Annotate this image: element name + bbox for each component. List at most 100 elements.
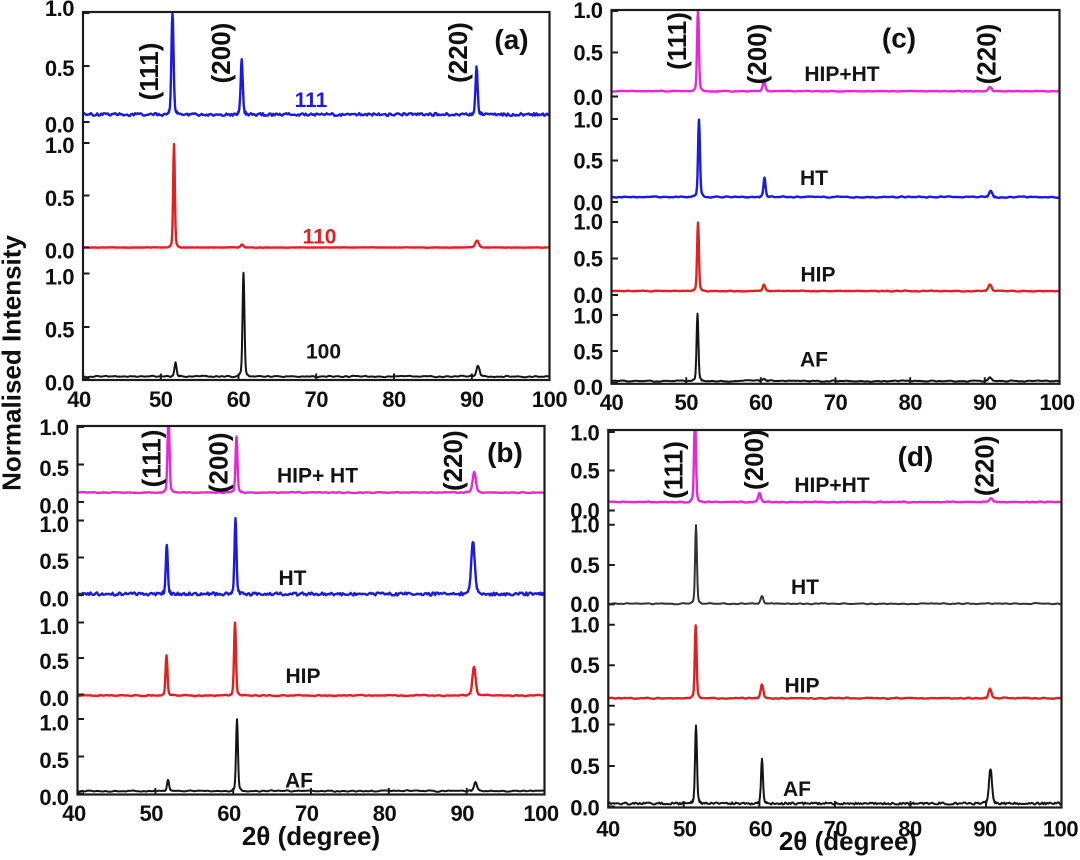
svg-text:(d): (d) [898, 441, 934, 472]
svg-text:2θ (degree): 2θ (degree) [779, 826, 917, 856]
svg-text:AF: AF [285, 770, 313, 793]
svg-text:(220): (220) [443, 22, 473, 83]
svg-text:HIP: HIP [285, 665, 320, 688]
svg-text:90: 90 [973, 816, 997, 841]
svg-text:(220): (220) [438, 430, 468, 491]
svg-text:0.0: 0.0 [39, 586, 68, 611]
svg-text:1.0: 1.0 [573, 107, 602, 132]
svg-text:1.0: 1.0 [45, 264, 74, 289]
svg-text:Normalised Intensity: Normalised Intensity [0, 235, 26, 491]
svg-text:60: 60 [749, 816, 773, 841]
svg-text:AF: AF [783, 778, 811, 801]
svg-text:50: 50 [139, 801, 163, 826]
svg-text:0.0: 0.0 [39, 493, 68, 518]
svg-text:(b): (b) [487, 437, 523, 468]
svg-text:1.0: 1.0 [39, 614, 68, 639]
svg-text:0.5: 0.5 [45, 186, 74, 211]
svg-text:40: 40 [596, 816, 620, 841]
svg-text:0.5: 0.5 [573, 339, 602, 364]
svg-text:0.0: 0.0 [570, 592, 599, 617]
svg-text:0.0: 0.0 [39, 785, 68, 810]
svg-text:90: 90 [973, 390, 997, 415]
svg-text:0.0: 0.0 [45, 238, 74, 263]
svg-text:0.0: 0.0 [45, 370, 74, 395]
svg-text:(111): (111) [136, 430, 166, 488]
svg-text:60: 60 [227, 387, 251, 412]
svg-text:HIP+ HT: HIP+ HT [277, 465, 358, 488]
svg-text:AF: AF [800, 349, 828, 372]
svg-text:0.0: 0.0 [39, 686, 68, 711]
svg-text:0.5: 0.5 [573, 40, 602, 65]
svg-text:0.0: 0.0 [570, 795, 599, 820]
svg-text:0.5: 0.5 [45, 56, 74, 81]
svg-text:0.0: 0.0 [570, 694, 599, 719]
svg-text:HIP: HIP [800, 264, 835, 287]
svg-text:80: 80 [373, 801, 397, 826]
svg-text:1.0: 1.0 [573, 303, 602, 328]
svg-text:1.0: 1.0 [45, 0, 74, 21]
svg-text:0.5: 0.5 [570, 458, 599, 483]
svg-text:0.5: 0.5 [573, 246, 602, 271]
svg-text:(111): (111) [134, 43, 164, 101]
svg-text:40: 40 [62, 801, 86, 826]
svg-text:0.5: 0.5 [570, 754, 599, 779]
svg-text:50: 50 [673, 816, 697, 841]
svg-text:HT: HT [800, 167, 828, 190]
svg-text:(c): (c) [882, 22, 916, 53]
svg-text:1.0: 1.0 [570, 421, 599, 446]
svg-text:60: 60 [217, 801, 241, 826]
svg-text:0.0: 0.0 [573, 375, 602, 400]
svg-text:50: 50 [674, 390, 698, 415]
svg-text:1.0: 1.0 [570, 513, 599, 538]
svg-text:HIP: HIP [784, 675, 819, 698]
svg-text:1.0: 1.0 [39, 415, 68, 440]
svg-text:100: 100 [523, 801, 558, 826]
svg-text:(220): (220) [969, 435, 999, 496]
svg-text:100: 100 [532, 387, 567, 412]
svg-text:1.0: 1.0 [39, 512, 68, 537]
svg-text:110: 110 [303, 226, 337, 249]
svg-text:70: 70 [824, 390, 848, 415]
svg-text:2θ (degree): 2θ (degree) [242, 821, 380, 851]
svg-text:0.0: 0.0 [573, 85, 602, 110]
svg-text:0.5: 0.5 [570, 653, 599, 678]
svg-text:80: 80 [898, 390, 922, 415]
svg-text:90: 90 [460, 387, 484, 412]
svg-text:60: 60 [749, 390, 773, 415]
svg-text:1.0: 1.0 [573, 209, 602, 234]
svg-text:1.0: 1.0 [570, 712, 599, 737]
svg-text:0.5: 0.5 [573, 148, 602, 173]
svg-text:HIP+HT: HIP+HT [804, 63, 879, 86]
svg-text:100: 100 [1039, 390, 1074, 415]
svg-text:1.0: 1.0 [39, 710, 68, 735]
svg-text:70: 70 [824, 816, 848, 841]
svg-text:0.5: 0.5 [39, 649, 68, 674]
svg-text:0.5: 0.5 [39, 549, 68, 574]
svg-text:0.0: 0.0 [573, 190, 602, 215]
svg-text:1.0: 1.0 [570, 613, 599, 638]
svg-text:(111): (111) [662, 12, 692, 70]
svg-text:40: 40 [600, 390, 624, 415]
svg-text:0.0: 0.0 [573, 283, 602, 308]
svg-text:1.0: 1.0 [45, 133, 74, 158]
svg-text:HIP+HT: HIP+HT [794, 474, 869, 497]
svg-text:(a): (a) [494, 24, 528, 55]
svg-text:HT: HT [791, 576, 819, 599]
svg-text:(200): (200) [739, 429, 769, 490]
svg-text:100: 100 [306, 341, 341, 364]
svg-text:50: 50 [149, 387, 173, 412]
svg-text:80: 80 [898, 816, 922, 841]
svg-text:90: 90 [451, 801, 475, 826]
svg-text:100: 100 [1043, 816, 1078, 841]
svg-text:0.5: 0.5 [45, 317, 74, 342]
svg-text:80: 80 [382, 387, 406, 412]
svg-text:70: 70 [295, 801, 319, 826]
svg-text:1.0: 1.0 [573, 0, 602, 23]
svg-text:40: 40 [67, 387, 91, 412]
svg-text:0.5: 0.5 [39, 456, 68, 481]
svg-text:70: 70 [305, 387, 329, 412]
svg-text:0.5: 0.5 [570, 553, 599, 578]
svg-text:(200): (200) [206, 23, 236, 84]
svg-text:111: 111 [295, 89, 328, 112]
svg-text:(200): (200) [742, 24, 772, 85]
